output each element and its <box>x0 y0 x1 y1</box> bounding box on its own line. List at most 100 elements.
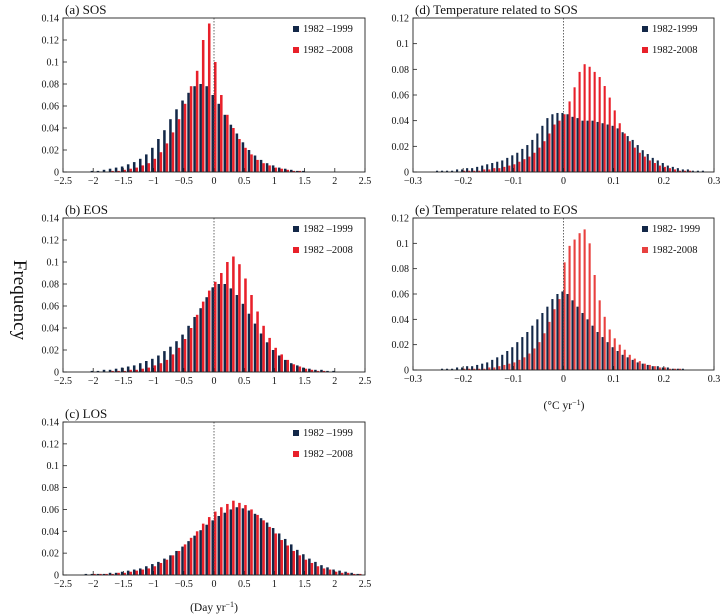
bar-series-2 <box>633 358 636 370</box>
bar-series-2 <box>543 333 546 370</box>
bar-series-1 <box>296 170 299 172</box>
bar-series-1 <box>302 170 305 172</box>
bar-series-2 <box>177 119 181 172</box>
bar-series-2 <box>498 168 501 172</box>
bar-series-1 <box>461 367 464 370</box>
bar-series-1 <box>205 86 208 172</box>
bar-series-1 <box>626 136 629 172</box>
bar-series-1 <box>516 152 519 172</box>
bar-series-1 <box>332 569 335 575</box>
x-tick-label: −1 <box>148 579 159 590</box>
bar-series-1 <box>151 147 154 172</box>
bar-series-1 <box>169 119 172 172</box>
x-tick-label: 2 <box>332 579 337 590</box>
bar-series-1 <box>481 363 484 370</box>
bar-series-1 <box>181 334 184 372</box>
y-tick-label: 0.12 <box>392 14 410 25</box>
x-tick-label: −0.3 <box>404 374 422 385</box>
bar-series-1 <box>496 161 499 172</box>
x-tick-label: 0 <box>561 176 566 187</box>
bar-series-1 <box>181 546 184 575</box>
bar-series-2 <box>316 566 320 575</box>
y-tick-label: 0.1 <box>397 239 410 250</box>
bar-series-2 <box>346 572 350 575</box>
bar-series-1 <box>169 555 172 575</box>
x-tick-label: −0.5 <box>175 376 193 387</box>
bar-series-2 <box>608 329 611 370</box>
bar-series-2 <box>310 369 314 372</box>
bar-series-1 <box>646 154 649 172</box>
bar-series-1 <box>90 370 94 372</box>
bar-series-2 <box>286 359 290 372</box>
bar-series-1 <box>531 139 534 172</box>
bar-series-2 <box>623 349 626 370</box>
bar-series-1 <box>241 303 245 372</box>
bar-series-1 <box>217 284 221 372</box>
x-tick-label: 0 <box>212 376 217 387</box>
bar-series-2 <box>268 526 271 575</box>
bar-series-2 <box>207 290 211 372</box>
y-tick-label: 0.14 <box>42 14 60 25</box>
panel-title: (d) Temperature related to SOS <box>415 2 578 17</box>
bar-series-2 <box>508 363 511 370</box>
bar-series-1 <box>491 163 494 172</box>
legend-swatch-series-1 <box>642 26 648 32</box>
bar-series-1 <box>96 170 100 172</box>
y-tick-label: 0.12 <box>42 439 60 450</box>
bar-series-2 <box>165 143 169 172</box>
y-tick-label: 0.08 <box>42 80 60 91</box>
bar-series-1 <box>90 170 94 172</box>
x-tick-label: 1 <box>272 376 277 387</box>
bar-series-1 <box>314 369 317 372</box>
bar-series-2 <box>274 347 277 372</box>
bar-series-1 <box>132 365 136 372</box>
legend-label-series-1: 1982 –1999 <box>303 224 353 235</box>
bar-series-1 <box>606 124 609 172</box>
bar-series-1 <box>157 355 160 372</box>
x-tick-label: 0 <box>212 176 217 187</box>
x-tick-label: 2 <box>332 376 337 387</box>
bar-series-1 <box>651 366 654 370</box>
bar-series-2 <box>147 163 151 172</box>
bar-series-2 <box>573 239 576 370</box>
y-tick-label: 0.02 <box>42 549 60 560</box>
legend-swatch-series-1 <box>293 226 299 232</box>
bar-series-1 <box>561 112 564 172</box>
bar-series-2 <box>177 550 181 575</box>
bar-series-2 <box>298 555 302 575</box>
bar-series-2 <box>578 71 581 172</box>
bar-series-2 <box>201 301 205 372</box>
bar-series-2 <box>618 344 621 370</box>
bar-series-1 <box>581 120 584 172</box>
bar-series-1 <box>193 317 196 372</box>
bar-series-1 <box>571 300 574 370</box>
bar-series-2 <box>648 160 651 172</box>
x-tick-label: 0.5 <box>238 176 251 187</box>
bar-series-2 <box>473 170 476 172</box>
bar-series-2 <box>508 165 511 172</box>
x-axis-label-temp: (°C yr−1) <box>544 398 585 413</box>
x-tick-label: −2.5 <box>54 579 72 590</box>
bar-series-2 <box>493 168 496 172</box>
bar-series-1 <box>531 325 534 370</box>
bar-series-2 <box>573 87 576 172</box>
x-tick-label: −2.5 <box>54 176 72 187</box>
x-tick-label: −1.5 <box>114 376 132 387</box>
bar-series-2 <box>141 165 145 172</box>
bar-series-1 <box>511 155 514 172</box>
bar-series-1 <box>138 363 142 372</box>
bar-series-1 <box>259 159 263 172</box>
y-tick-label: 0 <box>54 368 59 379</box>
bar-series-2 <box>352 573 356 575</box>
bar-series-1 <box>187 325 190 372</box>
bar-series-2 <box>117 370 120 372</box>
y-tick-label: 0 <box>54 168 59 179</box>
bar-series-1 <box>501 160 504 172</box>
bar-series-2 <box>588 66 591 172</box>
bar-series-2 <box>603 316 606 370</box>
bar-series-2 <box>189 537 193 575</box>
bar-series-2 <box>292 550 296 575</box>
bar-series-1 <box>283 168 287 172</box>
bar-series-2 <box>171 555 175 575</box>
bar-series-2 <box>638 361 641 370</box>
